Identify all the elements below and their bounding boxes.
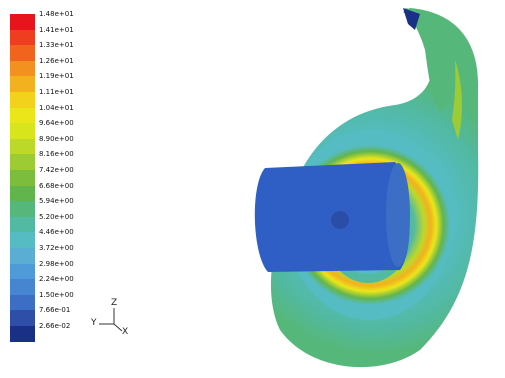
legend-label: 1.26e+01 (39, 57, 74, 65)
legend-swatch (10, 248, 35, 264)
legend-label: 7.66e-01 (39, 306, 70, 314)
color-legend: 1.48e+01 1.41e+01 1.33e+01 1.26e+01 1.19e+01… (0, 0, 100, 378)
legend-label: 7.42e+00 (39, 166, 74, 174)
legend-swatch (10, 45, 35, 61)
legend-label: 1.48e+01 (39, 10, 74, 18)
legend-swatch (10, 92, 35, 108)
legend-swatch (10, 217, 35, 233)
legend-label: 8.90e+00 (39, 135, 74, 143)
legend-swatch (10, 232, 35, 248)
legend-label: 8.16e+00 (39, 150, 74, 158)
legend-swatch (10, 14, 35, 30)
legend-label: 2.24e+00 (39, 275, 74, 283)
legend-label: 2.98e+00 (39, 260, 74, 268)
axis-y-label: Y (91, 318, 97, 328)
legend-label: 1.11e+01 (39, 88, 74, 96)
legend-swatch (10, 279, 35, 295)
legend-label: 3.72e+00 (39, 244, 74, 252)
legend-swatch (10, 108, 35, 124)
legend-label: 5.20e+00 (39, 213, 74, 221)
axis-triad: Y Z X (88, 298, 138, 338)
legend-label: 4.46e+00 (39, 228, 74, 236)
legend-swatch (10, 139, 35, 155)
legend-swatch (10, 295, 35, 311)
legend-swatch (10, 310, 35, 326)
legend-label: 1.33e+01 (39, 41, 74, 49)
legend-label: 2.66e-02 (39, 322, 70, 330)
axis-z-label: Z (111, 298, 117, 308)
legend-swatch (10, 186, 35, 202)
legend-swatch (10, 123, 35, 139)
legend-swatch (10, 61, 35, 77)
legend-swatch (10, 76, 35, 92)
legend-label: 6.68e+00 (39, 182, 74, 190)
legend-swatch (10, 201, 35, 217)
legend-swatch (10, 264, 35, 280)
legend-swatch (10, 30, 35, 46)
legend-swatch (10, 154, 35, 170)
legend-label: 1.41e+01 (39, 26, 74, 34)
contour-render (240, 0, 505, 378)
legend-label: 5.94e+00 (39, 197, 74, 205)
legend-label: 1.04e+01 (39, 104, 74, 112)
legend-label: 9.64e+00 (39, 119, 74, 127)
legend-swatch (10, 326, 35, 342)
legend-label: 1.50e+00 (39, 291, 74, 299)
axis-x-label: X (122, 327, 128, 337)
legend-label: 1.19e+01 (39, 72, 74, 80)
legend-swatch (10, 170, 35, 186)
